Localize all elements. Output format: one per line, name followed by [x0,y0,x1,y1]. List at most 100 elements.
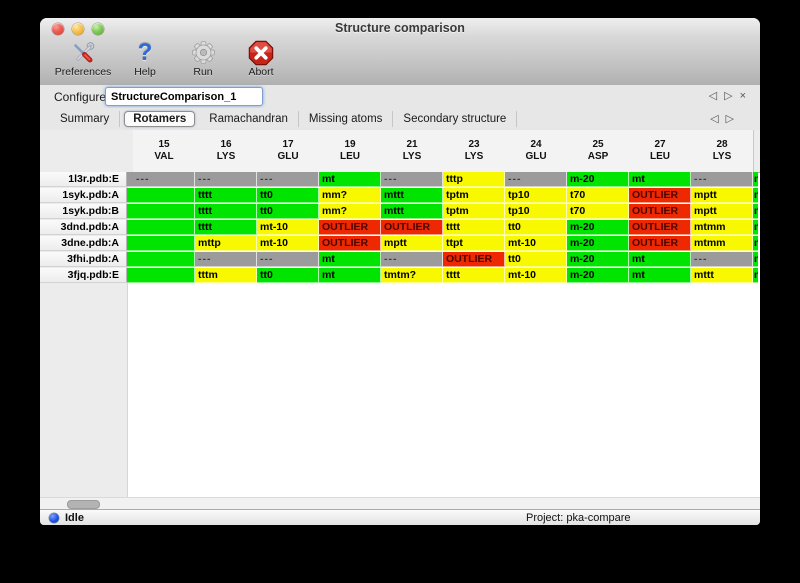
cell[interactable]: ttpt [443,236,505,251]
cell[interactable]: tptm [443,204,505,219]
cell[interactable]: mtmm [691,220,753,235]
cell[interactable]: --- [381,252,443,267]
clipped-cell-right[interactable]: m [753,252,758,267]
column-header-19[interactable]: 19 LEU [319,130,382,172]
zoom-window-button[interactable] [92,23,104,35]
cell[interactable]: mm? [319,188,381,203]
cell[interactable]: mttt [691,268,753,283]
cell[interactable]: tttt [195,188,257,203]
clipped-cell-left[interactable] [127,172,133,187]
cell[interactable]: --- [691,252,753,267]
tab-rotamers[interactable]: Rotamers [124,111,196,127]
cell[interactable]: --- [381,172,443,187]
close-window-button[interactable] [52,23,64,35]
run-button[interactable]: Run [174,39,232,78]
cell[interactable]: mt-10 [505,236,567,251]
cell[interactable]: OUTLIER [443,252,505,267]
cell[interactable]: m-20 [567,236,629,251]
cell[interactable]: mt [629,268,691,283]
cell[interactable]: t70 [567,188,629,203]
clipped-cell-left[interactable]: t [127,220,133,235]
cell[interactable]: tt0 [257,188,319,203]
clipped-cell-right[interactable]: m [753,220,758,235]
tab-missing-atoms[interactable]: Missing atoms [299,111,394,127]
cell[interactable]: --- [195,252,257,267]
cell[interactable]: t70 [567,204,629,219]
cell[interactable]: m-20 [567,252,629,267]
help-button[interactable]: ? Help [116,39,174,78]
cell[interactable]: m-20 [567,220,629,235]
column-header-23[interactable]: 23 LYS [443,130,506,172]
cell[interactable]: mttp [195,236,257,251]
configure-name-input[interactable] [105,87,263,106]
cell[interactable]: tt0 [505,252,567,267]
row-label-3dnd-pdb-a[interactable]: 3dnd.pdb:A [40,220,127,235]
minimize-window-button[interactable] [72,23,84,35]
cell[interactable]: mptt [381,236,443,251]
cell[interactable]: m-20 [567,172,629,187]
cell[interactable]: tmtm? [381,268,443,283]
cell[interactable]: mptt [691,204,753,219]
clipped-cell-right[interactable]: m [753,172,758,187]
column-header-24[interactable]: 24 GLU [505,130,568,172]
cell[interactable]: tt0 [257,268,319,283]
title-bar[interactable]: Structure comparison [40,18,760,38]
column-header-21[interactable]: 21 LYS [381,130,444,172]
cell[interactable]: mt [629,252,691,267]
cell[interactable] [133,252,195,267]
cell[interactable]: mt [319,172,381,187]
cell[interactable]: --- [195,172,257,187]
cell[interactable]: tttt [443,220,505,235]
clipped-cell-right[interactable]: m [753,204,758,219]
cell[interactable] [133,268,195,283]
abort-button[interactable]: Abort [232,39,290,78]
clipped-cell-right[interactable]: m [753,188,758,203]
cell[interactable]: OUTLIER [381,220,443,235]
cell[interactable]: OUTLIER [629,188,691,203]
cell[interactable]: mptt [691,188,753,203]
clipped-cell-right[interactable]: m [753,268,758,283]
cell[interactable] [133,204,195,219]
row-label-3fjq-pdb-e[interactable]: 3fjq.pdb:E [40,268,127,283]
column-header-17[interactable]: 17 GLU [257,130,320,172]
cell[interactable]: tttm [195,268,257,283]
cell[interactable]: OUTLIER [319,220,381,235]
cell[interactable]: OUTLIER [629,220,691,235]
column-header-15[interactable]: 15 VAL [133,130,196,172]
cell[interactable]: mttt [381,204,443,219]
clipped-cell-right[interactable]: m [753,236,758,251]
cell[interactable] [133,236,195,251]
pane-back-icon[interactable]: ◁ [708,90,718,102]
horizontal-scrollbar-thumb[interactable] [67,500,100,509]
cell[interactable]: tp10 [505,188,567,203]
horizontal-scrollbar[interactable] [40,497,760,509]
tab-ramachandran[interactable]: Ramachandran [199,111,299,127]
cell[interactable]: --- [257,252,319,267]
cell[interactable]: mt-10 [257,236,319,251]
cell[interactable]: mm? [319,204,381,219]
cell[interactable]: tttt [443,268,505,283]
row-label-3fhi-pdb-a[interactable]: 3fhi.pdb:A [40,252,127,267]
cell[interactable]: mtmm [691,236,753,251]
preferences-button[interactable]: Preferences [50,39,116,78]
cell[interactable]: mttt [381,188,443,203]
cell[interactable]: mt [319,252,381,267]
row-label-3dne-pdb-a[interactable]: 3dne.pdb:A [40,236,127,251]
cell[interactable]: --- [257,172,319,187]
pane-close-icon[interactable]: × [739,90,746,102]
clipped-cell-left[interactable]: t [127,188,133,203]
row-label-1l3r-pdb-e[interactable]: 1l3r.pdb:E [40,172,127,187]
cell[interactable]: OUTLIER [319,236,381,251]
cell[interactable]: tt0 [257,204,319,219]
cell[interactable]: mt [629,172,691,187]
column-header-28[interactable]: 28 LYS [691,130,754,172]
cell[interactable]: tttp [443,172,505,187]
cell[interactable] [133,220,195,235]
tab-scroll-forward-icon[interactable]: ▷ [725,113,734,125]
cell[interactable]: mt [319,268,381,283]
tab-secondary-structure[interactable]: Secondary structure [393,111,518,127]
cell[interactable]: --- [133,172,195,187]
cell[interactable]: tp10 [505,204,567,219]
clipped-cell-left[interactable]: t [127,252,133,267]
cell[interactable]: tt0 [505,220,567,235]
